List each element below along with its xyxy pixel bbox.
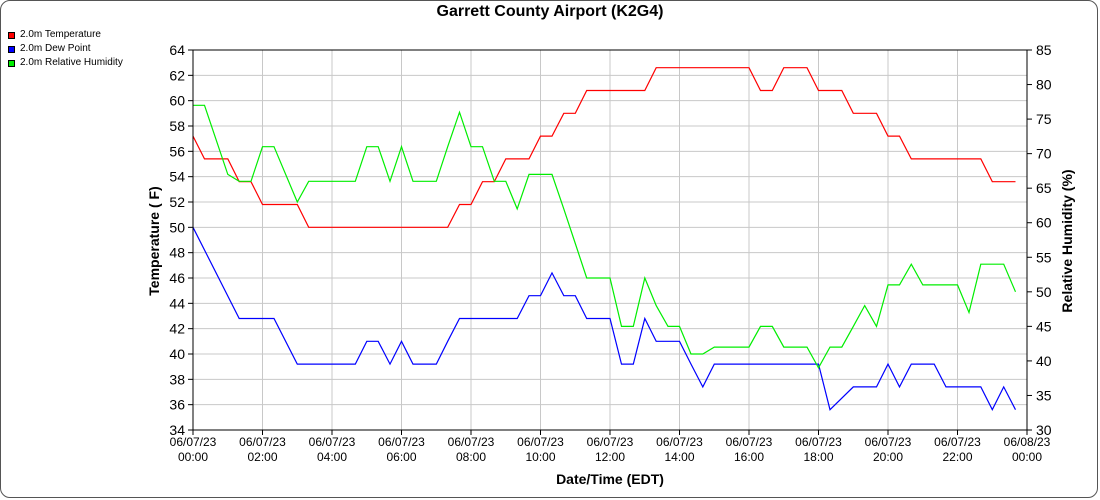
plot-area-border xyxy=(192,49,1028,431)
x-tick-label-time: 02:00 xyxy=(247,450,277,464)
chart-title: Garrett County Airport (K2G4) xyxy=(436,3,664,20)
x-tick-label-date: 06/07/23 xyxy=(170,435,217,449)
y-right-tick-label: 45 xyxy=(1036,318,1052,334)
x-tick-label-time: 00:00 xyxy=(1012,450,1042,464)
legend-swatch-dew-point xyxy=(8,45,15,53)
y-left-tick-label: 48 xyxy=(169,245,185,261)
legend-label-temperature: 2.0m Temperature xyxy=(20,29,101,40)
y-right-tick-label: 75 xyxy=(1036,111,1052,127)
x-tick-label-time: 04:00 xyxy=(317,450,347,464)
y-right-tick-label: 80 xyxy=(1036,77,1052,93)
x-tick-label-time: 20:00 xyxy=(873,450,903,464)
x-tick-label-date: 06/07/23 xyxy=(865,435,912,449)
x-tick-label-date: 06/07/23 xyxy=(517,435,564,449)
x-tick-label-date: 06/07/23 xyxy=(795,435,842,449)
x-tick-label-date: 06/07/23 xyxy=(934,435,981,449)
x-tick-label-date: 06/07/23 xyxy=(309,435,356,449)
legend-label-relative-humidity: 2.0m Relative Humidity xyxy=(20,57,123,68)
y-left-tick-label: 36 xyxy=(169,397,185,413)
y-right-tick-label: 60 xyxy=(1036,215,1052,231)
x-tick-label-date: 06/07/23 xyxy=(239,435,286,449)
y-left-tick-label: 60 xyxy=(169,93,185,109)
x-tick-label-time: 10:00 xyxy=(525,450,555,464)
y-left-tick-label: 46 xyxy=(169,270,185,286)
y-right-tick-label: 50 xyxy=(1036,284,1052,300)
y-left-tick-label: 42 xyxy=(169,321,185,337)
y-left-tick-label: 58 xyxy=(169,118,185,134)
grid xyxy=(192,49,1028,431)
x-tick-label-time: 08:00 xyxy=(456,450,486,464)
y-left-tick-label: 38 xyxy=(169,371,185,387)
y-right-tick-label: 30 xyxy=(1036,422,1052,438)
dew-point-line xyxy=(192,227,1017,412)
legend-item-temperature: 2.0m Temperature xyxy=(8,28,123,42)
y-axis-right-title: Relative Humidity (%) xyxy=(1059,169,1075,312)
legend-item-dew-point: 2.0m Dew Point xyxy=(8,42,123,56)
y-left-tick-label: 62 xyxy=(169,67,185,83)
x-tick-label-time: 18:00 xyxy=(803,450,833,464)
x-tick-label-time: 00:00 xyxy=(178,450,208,464)
x-tick-label-date: 06/07/23 xyxy=(448,435,495,449)
y-right-tick-label: 40 xyxy=(1036,353,1052,369)
legend: 2.0m Temperature 2.0m Dew Point 2.0m Rel… xyxy=(8,28,123,70)
x-tick-label-time: 12:00 xyxy=(595,450,625,464)
y-right-tick-label: 55 xyxy=(1036,249,1052,265)
x-tick-label-time: 22:00 xyxy=(942,450,972,464)
series-layer xyxy=(192,67,1017,412)
axes: 34 36 38 40 42 44 46 48 50 52 54 56 58 60 62 64 30 35 40 45… xyxy=(169,42,1051,464)
y-left-tick-label: 54 xyxy=(169,169,185,185)
relative-humidity-line xyxy=(193,104,1017,370)
y-left-tick-label: 34 xyxy=(169,422,185,438)
y-axis-left-title: Temperature ( F) xyxy=(146,186,162,295)
x-tick-label-date: 06/07/23 xyxy=(587,435,634,449)
legend-swatch-relative-humidity xyxy=(8,59,15,67)
y-right-tick-label: 65 xyxy=(1036,180,1052,196)
x-tick-label-date: 06/08/23 xyxy=(1004,435,1051,449)
y-right-tick-label: 85 xyxy=(1036,42,1052,58)
legend-label-dew-point: 2.0m Dew Point xyxy=(20,43,91,54)
legend-swatch-temperature xyxy=(8,31,15,39)
x-tick-label-time: 16:00 xyxy=(734,450,764,464)
x-axis-title: Date/Time (EDT) xyxy=(556,471,664,487)
x-tick-label-date: 06/07/23 xyxy=(378,435,425,449)
legend-item-relative-humidity: 2.0m Relative Humidity xyxy=(8,56,123,70)
y-left-tick-label: 50 xyxy=(169,219,185,235)
y-left-tick-label: 44 xyxy=(169,295,185,311)
y-right-tick-label: 35 xyxy=(1036,387,1052,403)
x-tick-label-time: 14:00 xyxy=(664,450,694,464)
x-tick-label-date: 06/07/23 xyxy=(726,435,773,449)
y-left-tick-label: 56 xyxy=(169,143,185,159)
x-tick-label-time: 06:00 xyxy=(386,450,416,464)
y-right-tick-label: 70 xyxy=(1036,146,1052,162)
x-tick-label-date: 06/07/23 xyxy=(656,435,703,449)
y-left-tick-label: 40 xyxy=(169,346,185,362)
temperature-line xyxy=(192,67,1016,228)
y-left-tick-label: 64 xyxy=(169,42,185,58)
y-left-tick-label: 52 xyxy=(169,194,185,210)
